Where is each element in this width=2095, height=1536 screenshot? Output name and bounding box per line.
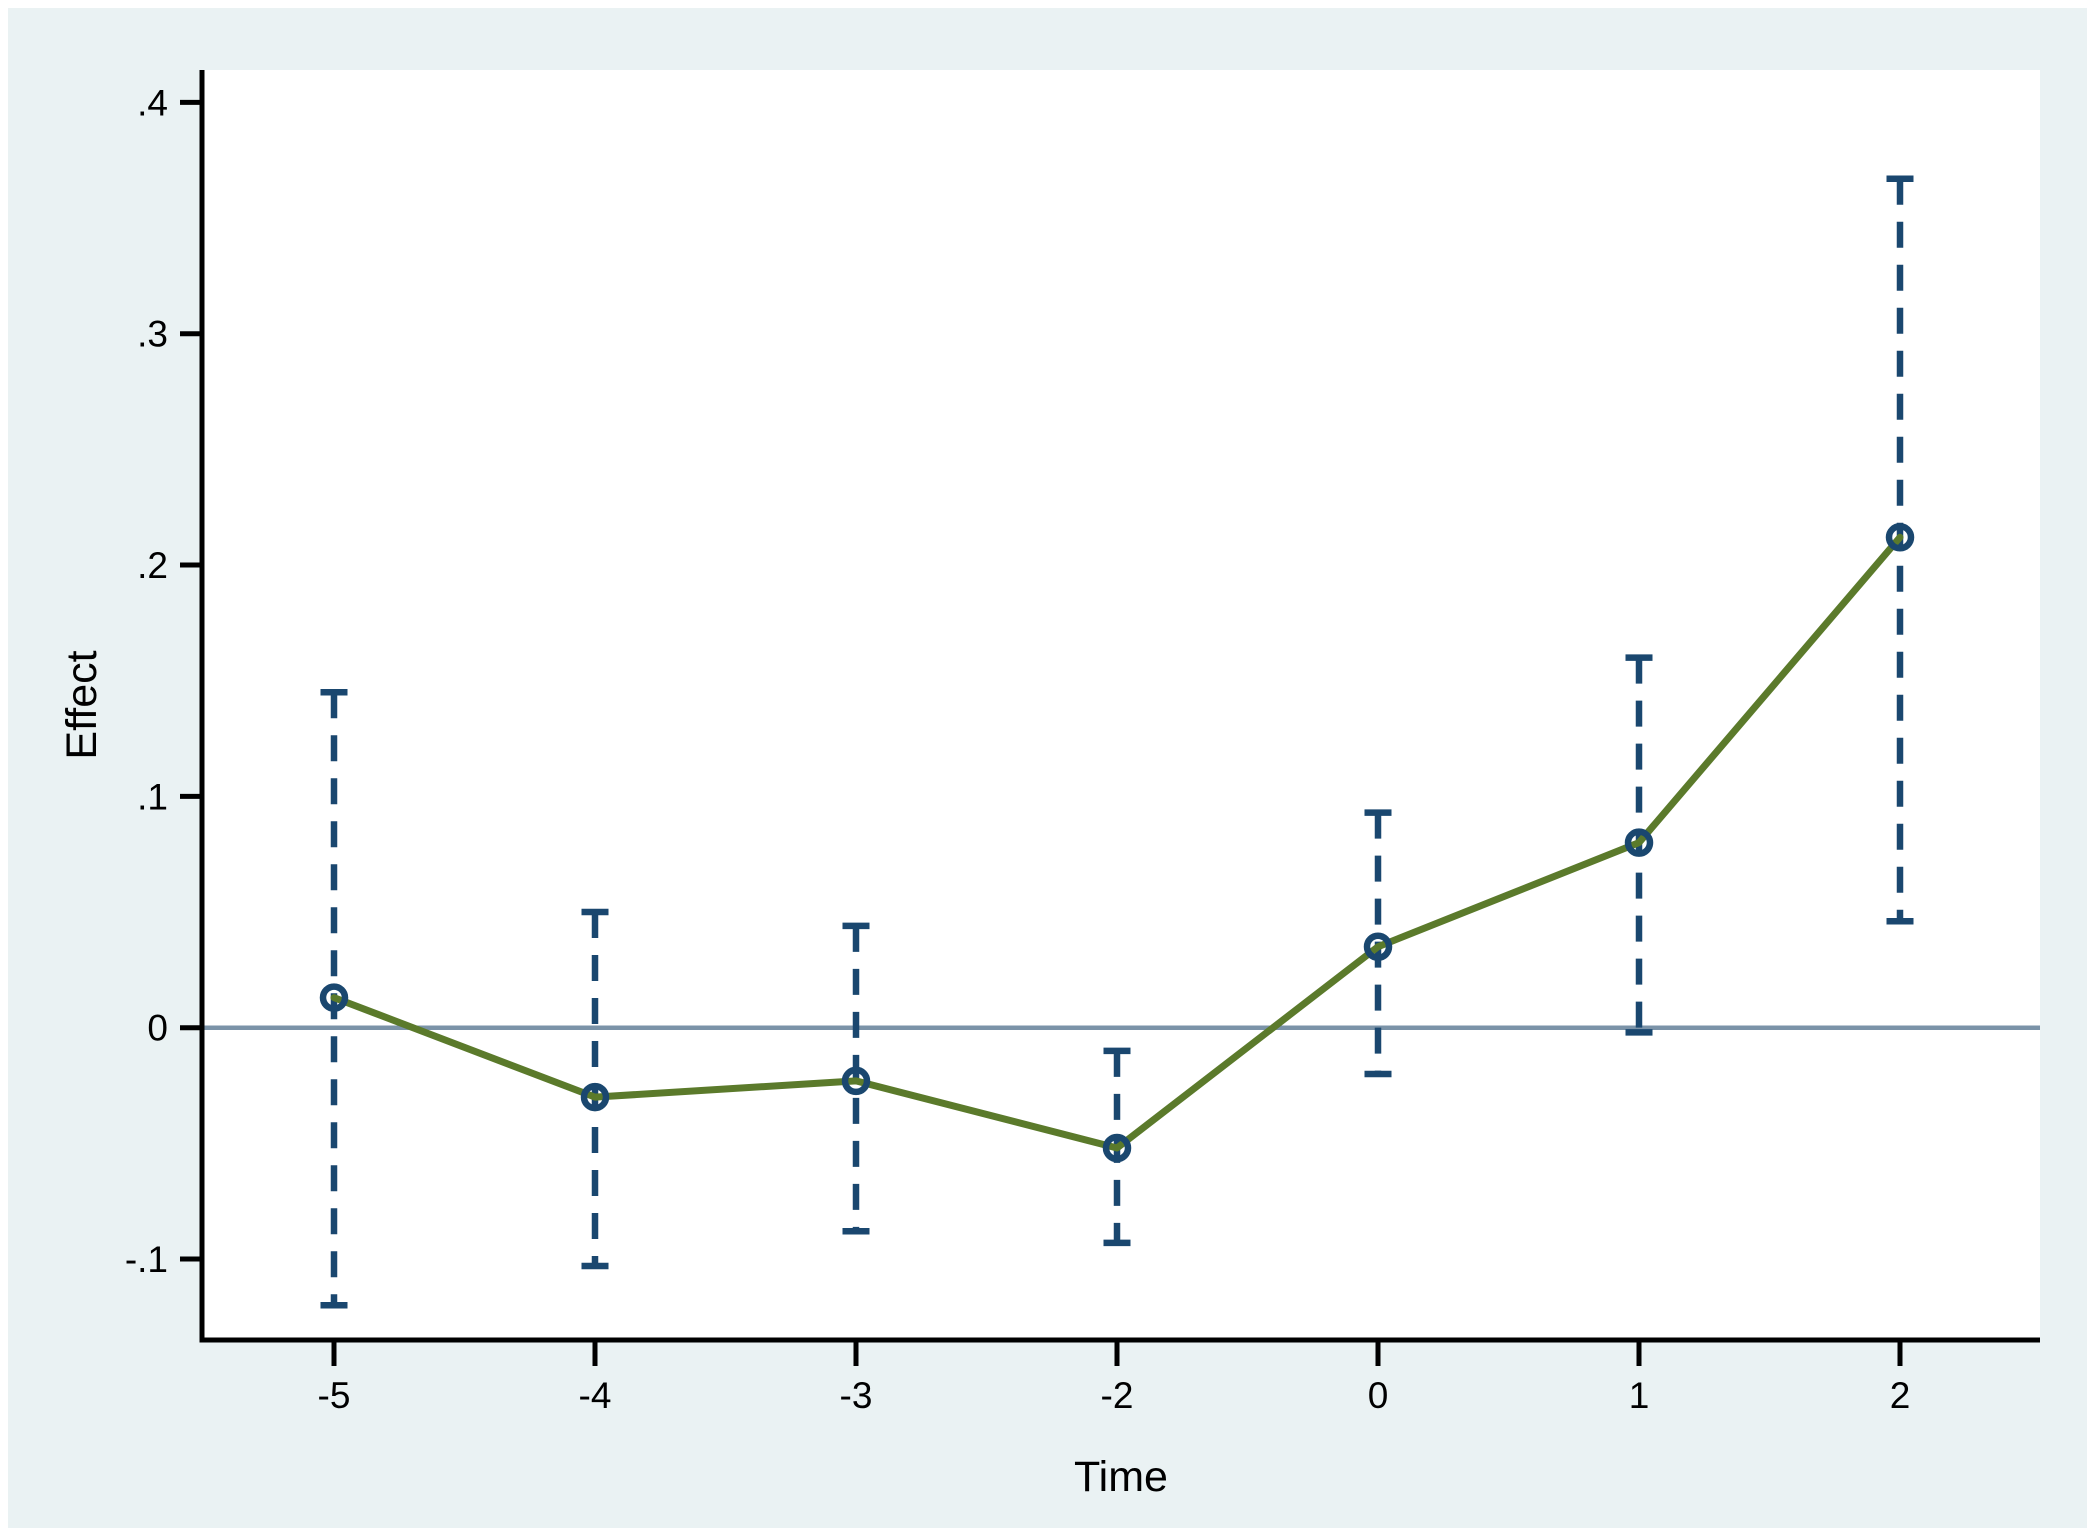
data-point-marker — [580, 1082, 610, 1112]
x-tick-label: -2 — [1101, 1375, 1134, 1416]
data-point-marker — [1363, 932, 1393, 961]
data-point-marker — [1624, 828, 1654, 857]
y-tick-label: .4 — [137, 82, 168, 123]
x-axis-title: Time — [1074, 1453, 1168, 1501]
data-point-marker — [1102, 1133, 1132, 1163]
y-axis-title: Effect — [58, 650, 106, 760]
y-tick-label: .2 — [137, 545, 168, 586]
plot-background — [202, 70, 2040, 1340]
y-tick-label: .1 — [137, 776, 168, 817]
effect-line — [330, 533, 1904, 1152]
x-tick-label: 2 — [1890, 1375, 1911, 1416]
x-tick-label: 0 — [1368, 1375, 1389, 1416]
data-point-marker — [319, 983, 349, 1012]
data-point-marker — [1885, 523, 1915, 552]
x-tick-label: 1 — [1629, 1375, 1650, 1416]
x-tick-label: -3 — [840, 1375, 873, 1416]
x-tick-label: -4 — [579, 1375, 612, 1416]
data-point-marker — [841, 1066, 871, 1096]
y-tick-label: .3 — [137, 314, 168, 355]
y-tick-label: 0 — [147, 1008, 168, 1049]
x-tick-label: -5 — [318, 1375, 351, 1416]
y-tick-label: -.1 — [125, 1239, 168, 1280]
